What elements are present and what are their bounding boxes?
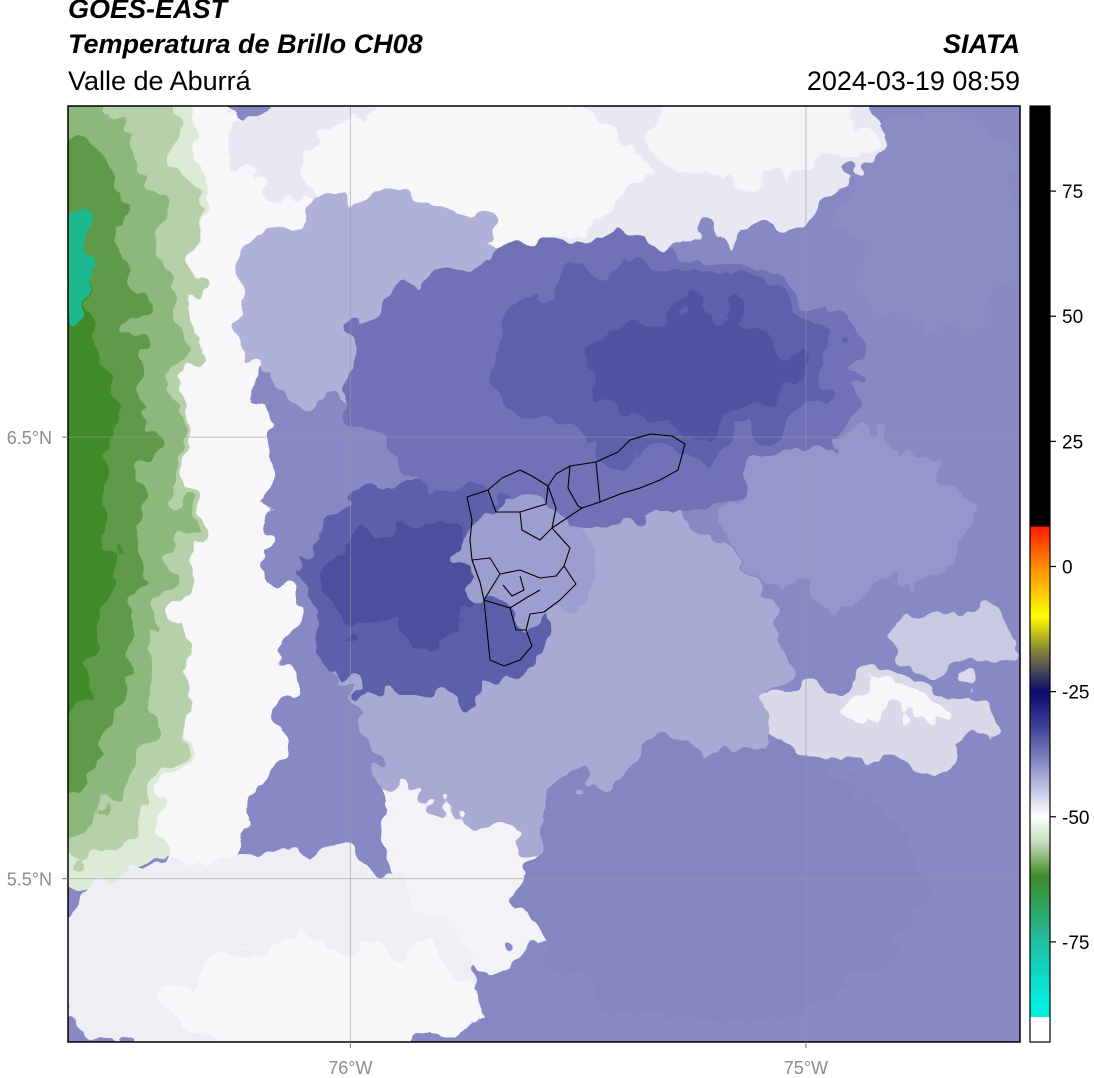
colorbar-tick-label: 25 (1062, 432, 1083, 453)
colorbar-tick-label: -75 (1062, 933, 1089, 954)
map-frame (67, 105, 1021, 1043)
colorbar-frame (1029, 105, 1051, 1043)
colorbar-tick-label: -25 (1062, 683, 1089, 704)
organization-label: SIATA (943, 29, 1020, 59)
lat-tick-label: 5.5°N (7, 870, 52, 890)
colorbar-tick-label: 75 (1062, 182, 1083, 203)
colorbar-tick-label: 0 (1062, 557, 1073, 578)
colorbar-tick-label: -50 (1062, 808, 1089, 829)
lon-tick-label: 75°W (784, 1058, 828, 1078)
latitude-ticks: 6.5°N 5.5°N (7, 428, 68, 890)
colorbar-tick-label: 50 (1062, 307, 1083, 328)
longitude-ticks: 76°W 75°W (328, 1042, 828, 1078)
colorbar: 75 50 25 0 -25 -50 -75 (1029, 105, 1089, 1043)
lon-tick-label: 76°W (328, 1058, 372, 1078)
product-title: Temperatura de Brillo CH08 (68, 29, 423, 59)
lat-tick-label: 6.5°N (7, 428, 52, 448)
valle-de-aburra-boundaries (466, 433, 686, 667)
region-title: Valle de Aburrá (68, 66, 251, 96)
timestamp-label: 2024-03-19 08:59 (806, 66, 1020, 96)
satellite-title: GOES-EAST (68, 0, 228, 24)
map-gridlines (68, 106, 1020, 1042)
